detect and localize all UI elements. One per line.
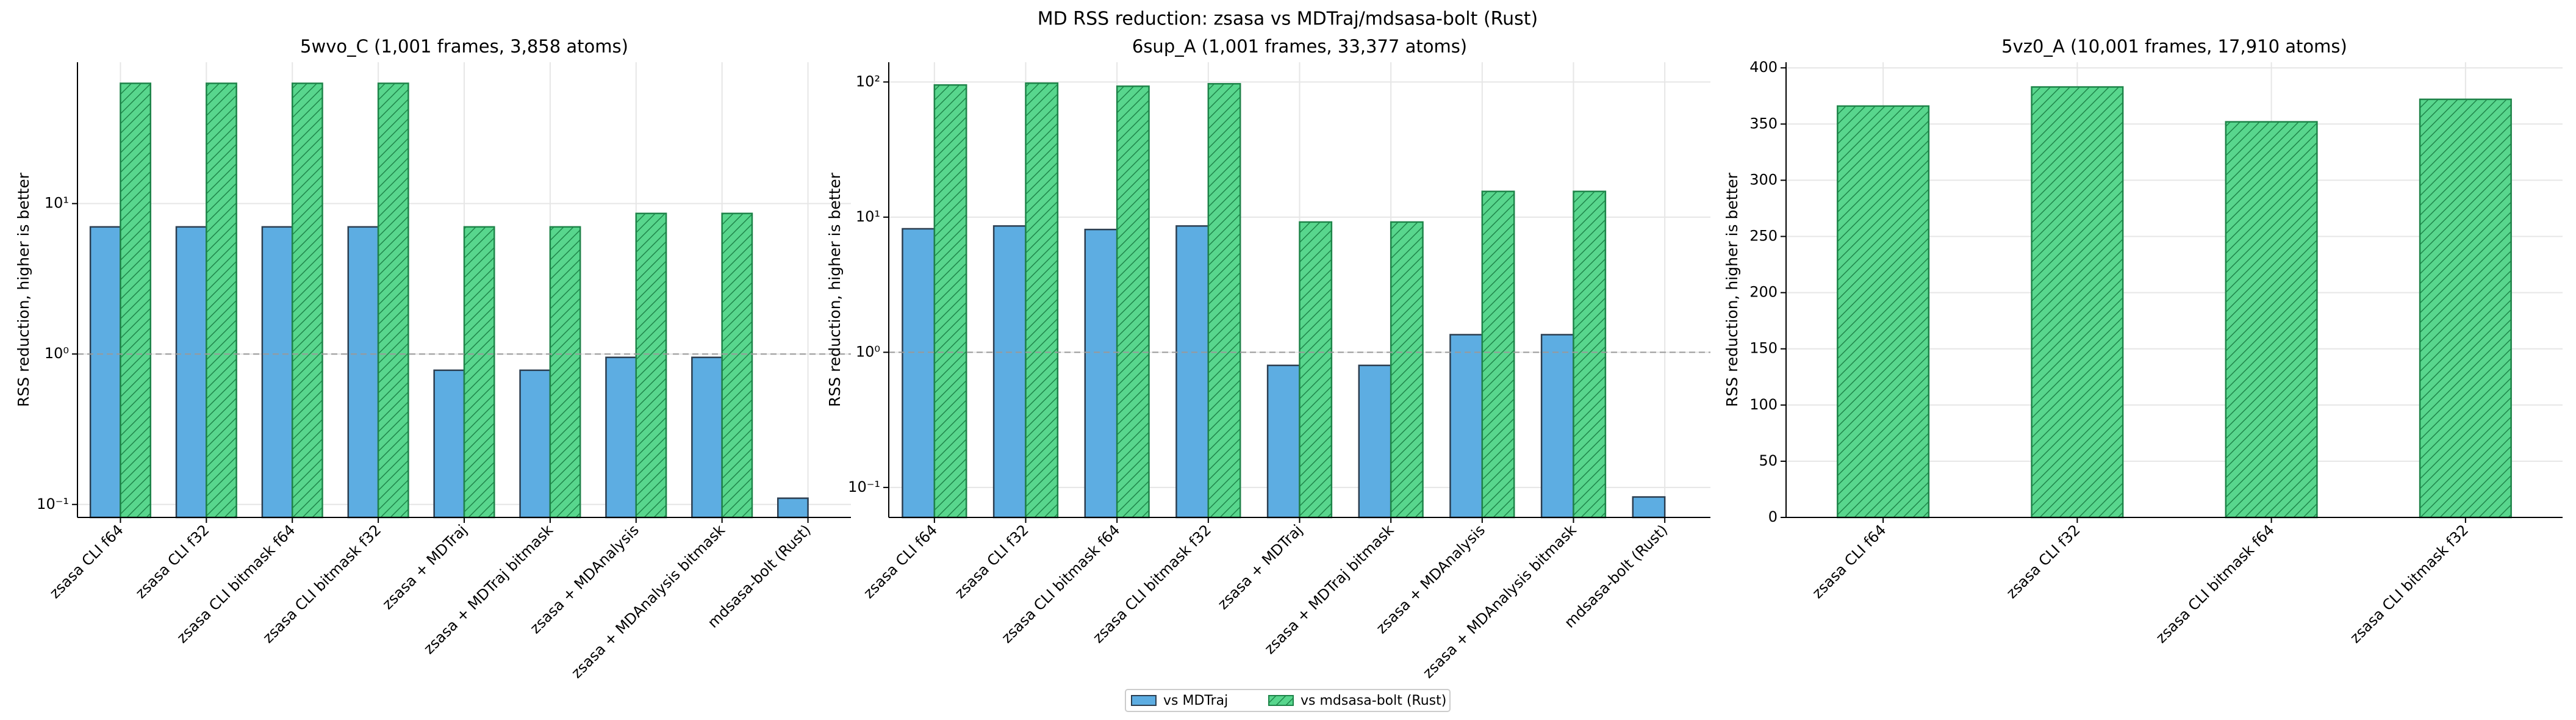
bar	[1449, 334, 1484, 519]
bar-hatch	[206, 83, 237, 517]
bar-hatch	[1573, 191, 1606, 518]
bar-hatch	[2225, 121, 2317, 517]
bar-hatch	[292, 83, 323, 517]
bar	[261, 226, 293, 519]
bar-hatch	[1391, 221, 1423, 517]
bar	[605, 356, 637, 519]
bar	[89, 226, 121, 519]
bar	[1175, 225, 1210, 519]
bar-hatch	[1837, 106, 1929, 517]
y-tick-label: 10⁰	[45, 345, 69, 362]
x-tick-label: zsasa CLI f32	[952, 521, 1032, 602]
bar-hatch	[1117, 86, 1149, 517]
bar-hatch	[934, 85, 967, 517]
y-tick-label: 250	[1749, 228, 1778, 245]
bar-hatch	[120, 83, 151, 517]
y-axis-label: RSS reduction, higher is better	[1723, 172, 1741, 407]
bar-hatch	[550, 226, 581, 517]
bar	[691, 356, 723, 519]
legend: vs MDTraj vs mdsasa-bolt (Rust)	[1125, 689, 1451, 712]
bar	[1632, 496, 1666, 519]
x-tick-label: zsasa CLI bitmask f32	[2347, 521, 2472, 646]
x-tick-label: zsasa + MDTraj	[379, 521, 470, 613]
legend-hatch	[1269, 696, 1293, 705]
figure-title: MD RSS reduction: zsasa vs MDTraj/mdsasa…	[1038, 9, 1538, 30]
bar-hatch	[1025, 83, 1058, 517]
bar-hatch	[722, 213, 752, 517]
bar-hatch	[464, 226, 495, 517]
y-tick-label: 10²	[856, 73, 880, 90]
y-tick-label: 50	[1759, 452, 1778, 469]
y-tick-label: 10⁻¹	[848, 478, 880, 495]
y-tick-label: 400	[1749, 59, 1778, 76]
x-tick-label: zsasa CLI bitmask f64	[2153, 521, 2278, 646]
bar-hatch	[1208, 84, 1241, 517]
bar	[175, 226, 207, 519]
y-tick-label: 350	[1749, 115, 1778, 132]
bar-hatch	[636, 213, 667, 517]
y-axis-label: RSS reduction, higher is better	[15, 172, 32, 407]
y-tick-label: 100	[1749, 396, 1778, 413]
legend-label: vs mdsasa-bolt (Rust)	[1301, 693, 1446, 708]
y-tick-label: 200	[1749, 284, 1778, 301]
y-tick-label: 150	[1749, 340, 1778, 357]
y-tick-label: 300	[1749, 171, 1778, 188]
bar	[433, 369, 465, 519]
x-tick-label: zsasa CLI f64	[860, 521, 941, 602]
x-tick-label: zsasa + MDTraj	[1214, 521, 1306, 613]
bar	[1084, 228, 1118, 519]
chart-title: 5vz0_A (10,001 frames, 17,910 atoms)	[2001, 36, 2347, 57]
x-tick-label: zsasa + MDAnalysis bitmask	[1419, 521, 1580, 682]
x-tick-label: zsasa CLI f64	[1809, 521, 1890, 602]
bar	[777, 497, 809, 519]
y-tick-label: 10⁰	[856, 343, 880, 360]
x-tick-label: mdsasa-bolt (Rust)	[1561, 521, 1671, 631]
bar	[902, 228, 936, 519]
y-tick-label: 10⁻¹	[37, 495, 69, 513]
chart-title: 5wvo_C (1,001 frames, 3,858 atoms)	[300, 36, 628, 57]
bar-hatch	[1299, 221, 1332, 517]
bar-hatch	[2420, 99, 2511, 518]
bar-hatch	[378, 83, 409, 517]
bar	[347, 226, 379, 519]
chart-title: 6sup_A (1,001 frames, 33,377 atoms)	[1132, 36, 1467, 57]
bar	[1540, 334, 1574, 519]
x-tick-label: zsasa + MDAnalysis bitmask	[568, 521, 728, 682]
y-axis-label: RSS reduction, higher is better	[826, 172, 844, 407]
bar	[519, 369, 551, 519]
bar-hatch	[2031, 87, 2123, 518]
y-tick-label: 10¹	[45, 195, 69, 212]
bar	[992, 225, 1027, 519]
x-tick-label: zsasa CLI f32	[2003, 521, 2084, 602]
legend-label: vs MDTraj	[1163, 693, 1228, 708]
bar	[1266, 364, 1301, 519]
y-tick-label: 0	[1768, 508, 1778, 525]
legend-swatch	[1131, 695, 1157, 706]
x-tick-label: zsasa CLI f32	[132, 521, 213, 602]
x-tick-label: zsasa CLI f64	[46, 521, 127, 602]
bar	[1358, 364, 1392, 519]
y-tick-label: 10¹	[856, 208, 880, 225]
bar-hatch	[1482, 191, 1515, 518]
